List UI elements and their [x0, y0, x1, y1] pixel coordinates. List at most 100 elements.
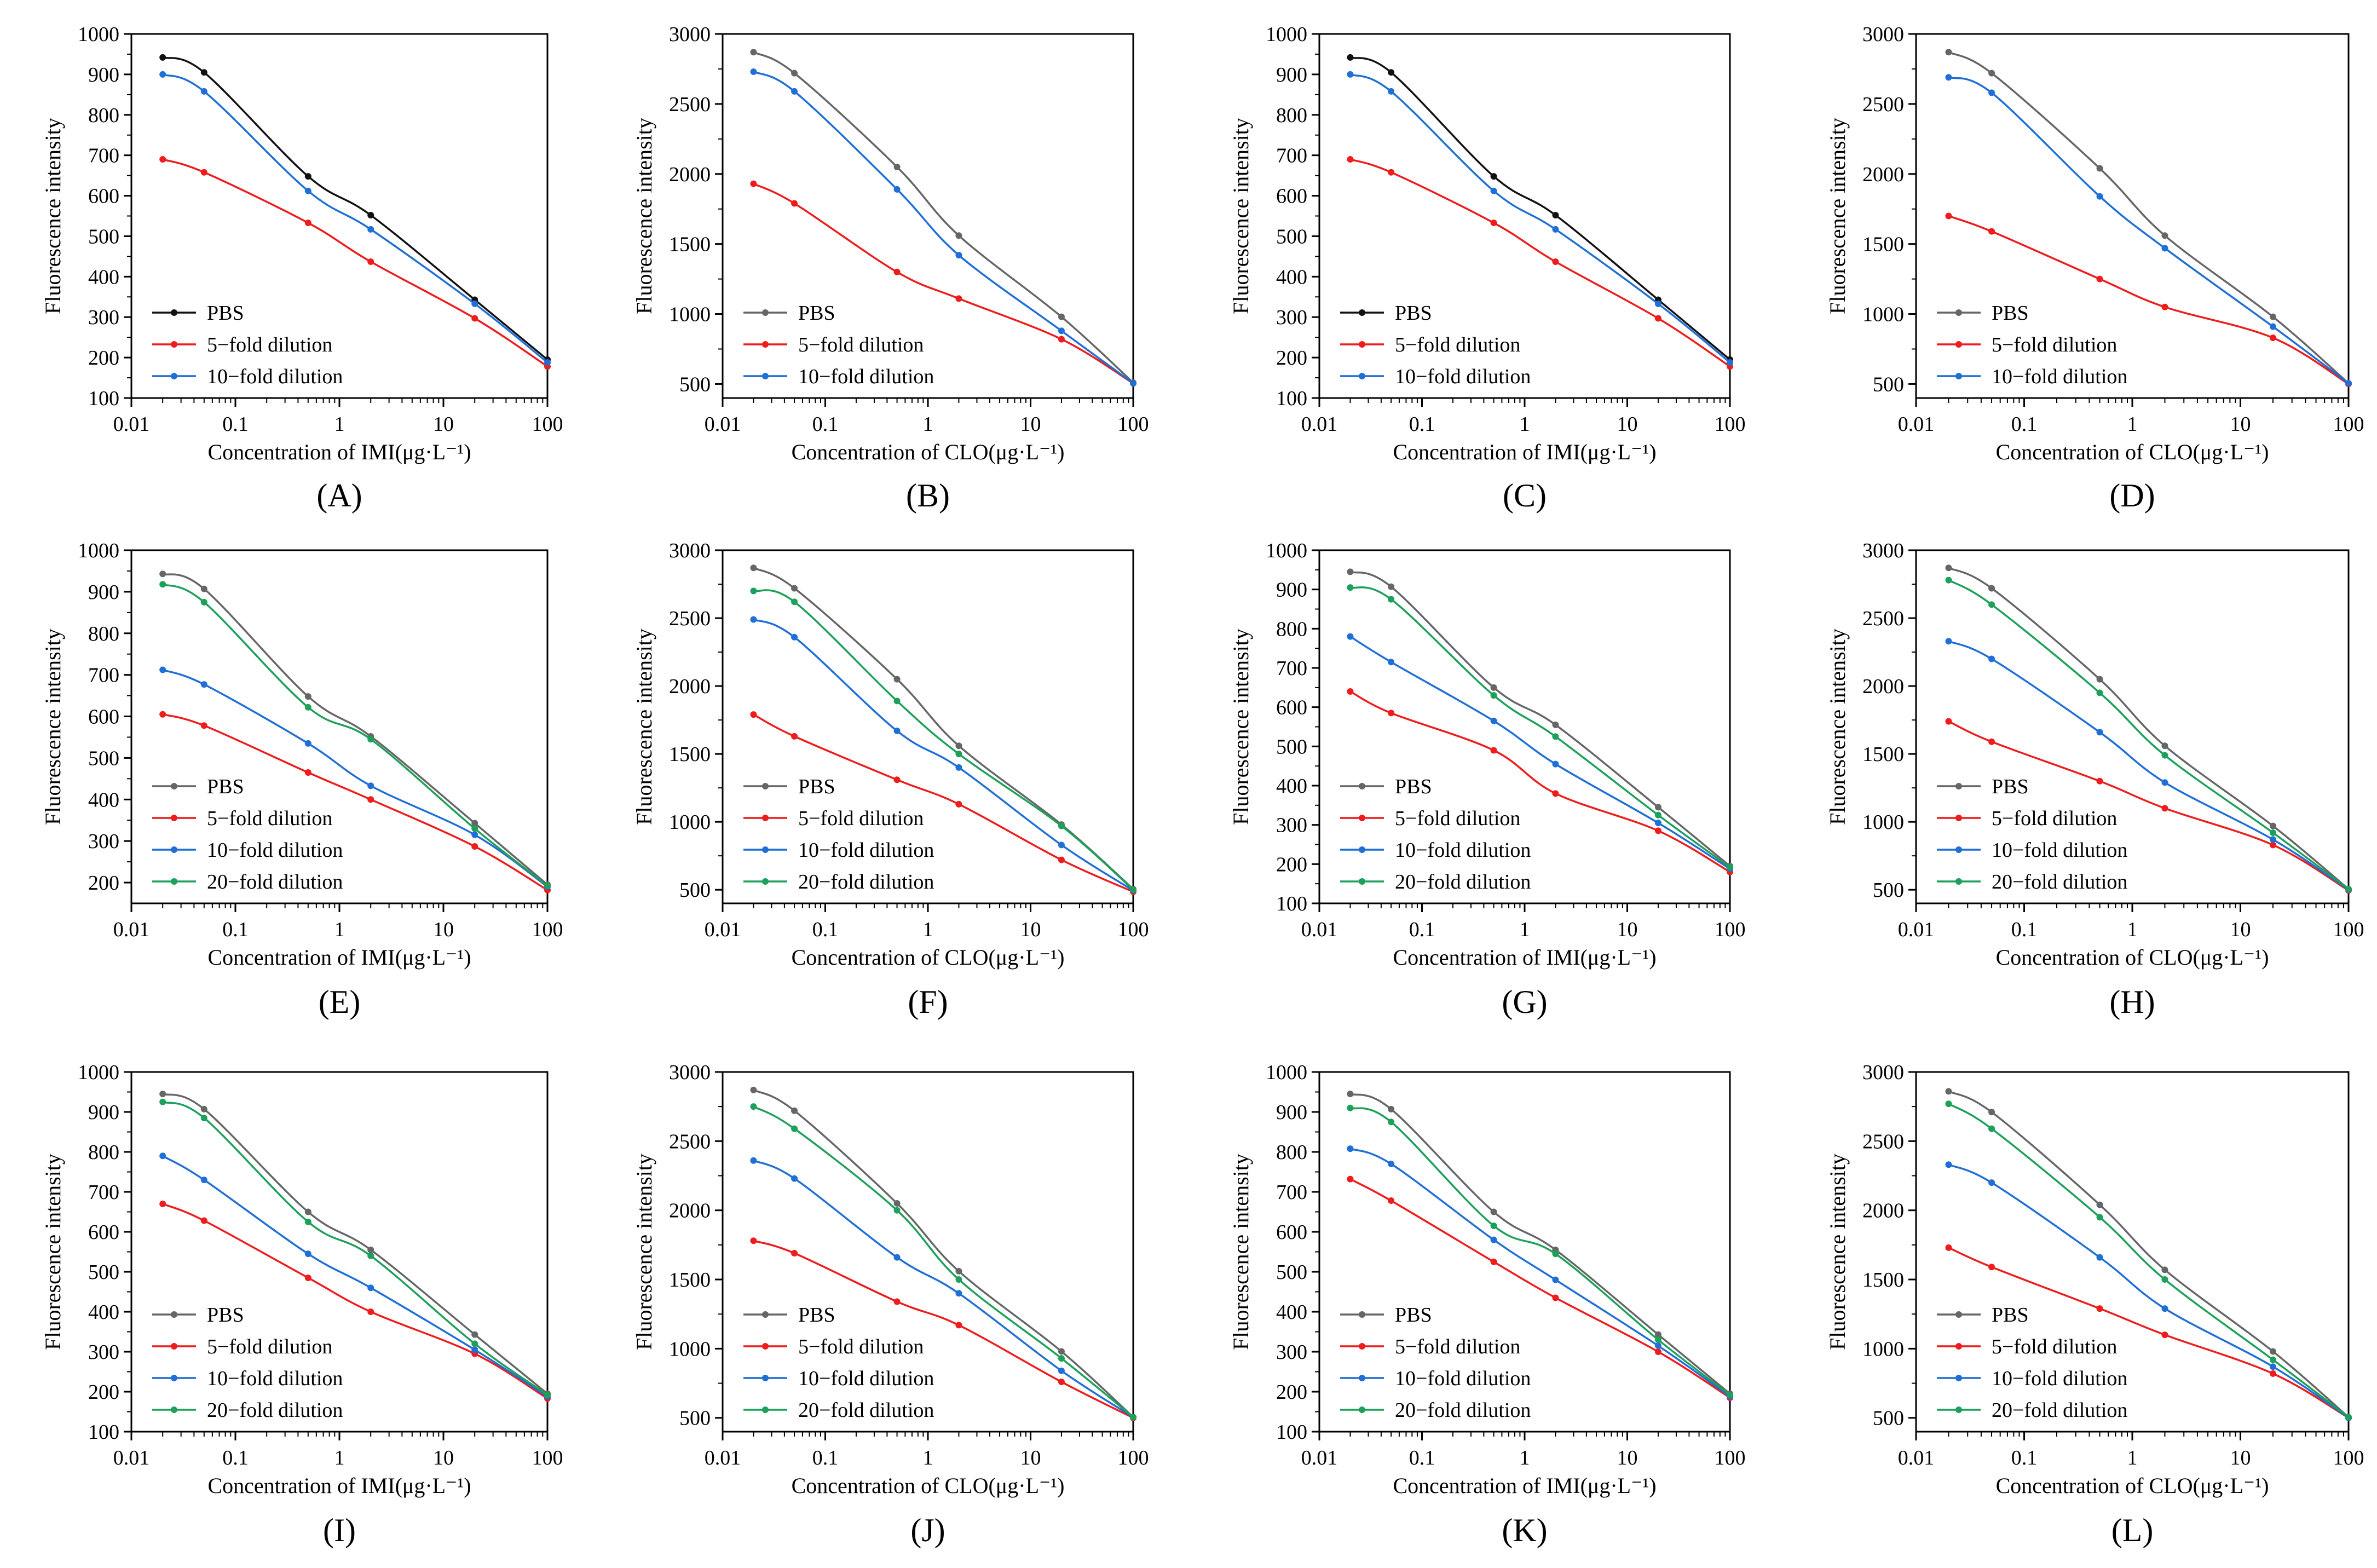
legend: PBS 5−fold dilution 10−fold dilution [1937, 302, 2127, 388]
data-point [1490, 692, 1497, 699]
legend-label: 10−fold dilution [798, 1367, 934, 1390]
legend-marker [171, 815, 177, 821]
data-point [471, 820, 478, 827]
data-point [1654, 820, 1661, 827]
y-tick-label: 400 [1276, 775, 1307, 798]
data-point [1058, 327, 1065, 335]
data-point [1347, 156, 1354, 163]
x-tick-label: 0.01 [1898, 413, 1935, 436]
y-tick-label: 1500 [1862, 233, 1904, 256]
x-axis-title: Concentration of CLO(μg·L⁻¹) [792, 945, 1065, 970]
data-point [367, 226, 374, 233]
y-tick-label: 100 [1276, 387, 1307, 410]
data-point [304, 1274, 311, 1281]
data-point [304, 740, 311, 747]
series-2 [1347, 633, 1733, 872]
y-tick-label: 200 [88, 347, 119, 370]
data-point [2345, 885, 2352, 892]
y-tick-label: 1000 [669, 303, 711, 326]
panel-L: 0.01 0.1 1 10 100 500 1000 1500 2000 2500 3000 Conc… [1825, 1061, 2364, 1548]
data-point [1388, 1105, 1395, 1112]
data-point [2161, 1266, 2168, 1273]
data-point [367, 1284, 374, 1292]
legend-marker [1955, 1375, 1962, 1381]
x-axis: 0.01 0.1 1 10 100 [705, 903, 1149, 941]
data-point [1945, 1100, 1952, 1108]
legend-label: 20−fold dilution [1992, 1399, 2127, 1422]
legend-marker [1359, 341, 1365, 348]
data-point [159, 1152, 166, 1160]
legend-marker [1359, 878, 1365, 885]
data-point [2096, 275, 2103, 283]
data-point [1058, 841, 1065, 849]
y-tick-label: 1000 [78, 1061, 119, 1084]
legend-marker [1359, 815, 1365, 821]
data-point [2161, 232, 2168, 239]
y-tick-label: 1000 [669, 811, 711, 834]
y-tick-label: 2000 [669, 1200, 711, 1223]
series-1 [1347, 156, 1733, 370]
data-point [1654, 1348, 1661, 1355]
y-axis: 100 200 300 400 500 600 700 800 900 1000 [78, 23, 131, 410]
x-tick-label: 100 [2333, 918, 2364, 941]
x-tick-label: 1 [334, 1446, 345, 1469]
legend-marker [1955, 1343, 1962, 1350]
series-line [162, 1155, 548, 1398]
panel-F: 0.01 0.1 1 10 100 500 1000 1500 2000 2500 3000 Conc… [632, 539, 1149, 1020]
y-tick-label: 900 [1276, 64, 1307, 87]
y-tick-label: 500 [88, 747, 119, 770]
x-tick-label: 0.1 [2011, 1446, 2038, 1469]
y-axis-title: Fluorescence intensity [1825, 629, 1850, 825]
y-tick-label: 3000 [669, 23, 711, 46]
x-axis-title: Concentration of CLO(μg·L⁻¹) [792, 440, 1065, 464]
data-point [159, 1200, 166, 1207]
data-point [1552, 226, 1559, 233]
legend-marker [171, 373, 177, 379]
x-tick-label: 0.01 [705, 1446, 741, 1469]
data-point [367, 1246, 374, 1253]
y-tick-label: 1000 [1266, 539, 1307, 562]
data-point [544, 1391, 551, 1398]
legend-marker [762, 1375, 769, 1381]
x-tick-label: 0.1 [1409, 413, 1435, 436]
y-tick-label: 100 [88, 1421, 119, 1444]
x-axis-title: Concentration of IMI(μg·L⁻¹) [1393, 1473, 1656, 1498]
data-point [955, 764, 962, 771]
data-point [2161, 1305, 2168, 1312]
legend-label: PBS [1992, 1304, 2029, 1327]
y-tick-label: 400 [1276, 1301, 1307, 1324]
x-tick-label: 1 [2127, 1446, 2138, 1469]
x-tick-label: 0.1 [812, 413, 839, 436]
legend-marker [1955, 846, 1962, 853]
legend-label: 5−fold dilution [207, 333, 332, 356]
y-tick-label: 200 [1276, 853, 1307, 876]
x-tick-label: 1 [923, 918, 933, 941]
legend-marker [171, 309, 177, 316]
data-point [304, 187, 311, 194]
panel-E: 0.01 0.1 1 10 100 200 300 400 500 600 700 800 900 100… [41, 539, 563, 1020]
x-tick-label: 10 [1617, 918, 1638, 941]
data-point [1490, 187, 1497, 194]
y-axis: 100 200 300 400 500 600 700 800 900 1000 [1266, 1061, 1319, 1444]
y-tick-label: 300 [1276, 1341, 1307, 1364]
data-point [1988, 601, 1995, 608]
legend-label: PBS [1395, 775, 1432, 798]
data-point [2161, 245, 2168, 252]
y-tick-label: 700 [88, 1181, 119, 1204]
legend-label: 5−fold dilution [1395, 1335, 1520, 1358]
y-tick-label: 500 [679, 373, 711, 396]
x-axis: 0.01 0.1 1 10 100 [1301, 398, 1746, 436]
data-point [1988, 228, 1995, 235]
legend-label: 5−fold dilution [1992, 807, 2117, 830]
legend-marker [762, 309, 769, 316]
series-line [1948, 1247, 2349, 1419]
y-axis: 500 1000 1500 2000 2500 3000 [1862, 23, 1916, 396]
y-tick-label: 100 [88, 387, 119, 410]
y-tick-label: 300 [88, 1341, 119, 1364]
x-tick-label: 100 [1118, 413, 1149, 436]
y-axis-title: Fluorescence intensity [632, 1154, 656, 1350]
x-tick-label: 0.1 [1409, 918, 1435, 941]
legend-marker [1359, 846, 1365, 853]
legend-label: PBS [207, 1304, 244, 1327]
y-axis-title: Fluorescence intensity [41, 118, 65, 314]
